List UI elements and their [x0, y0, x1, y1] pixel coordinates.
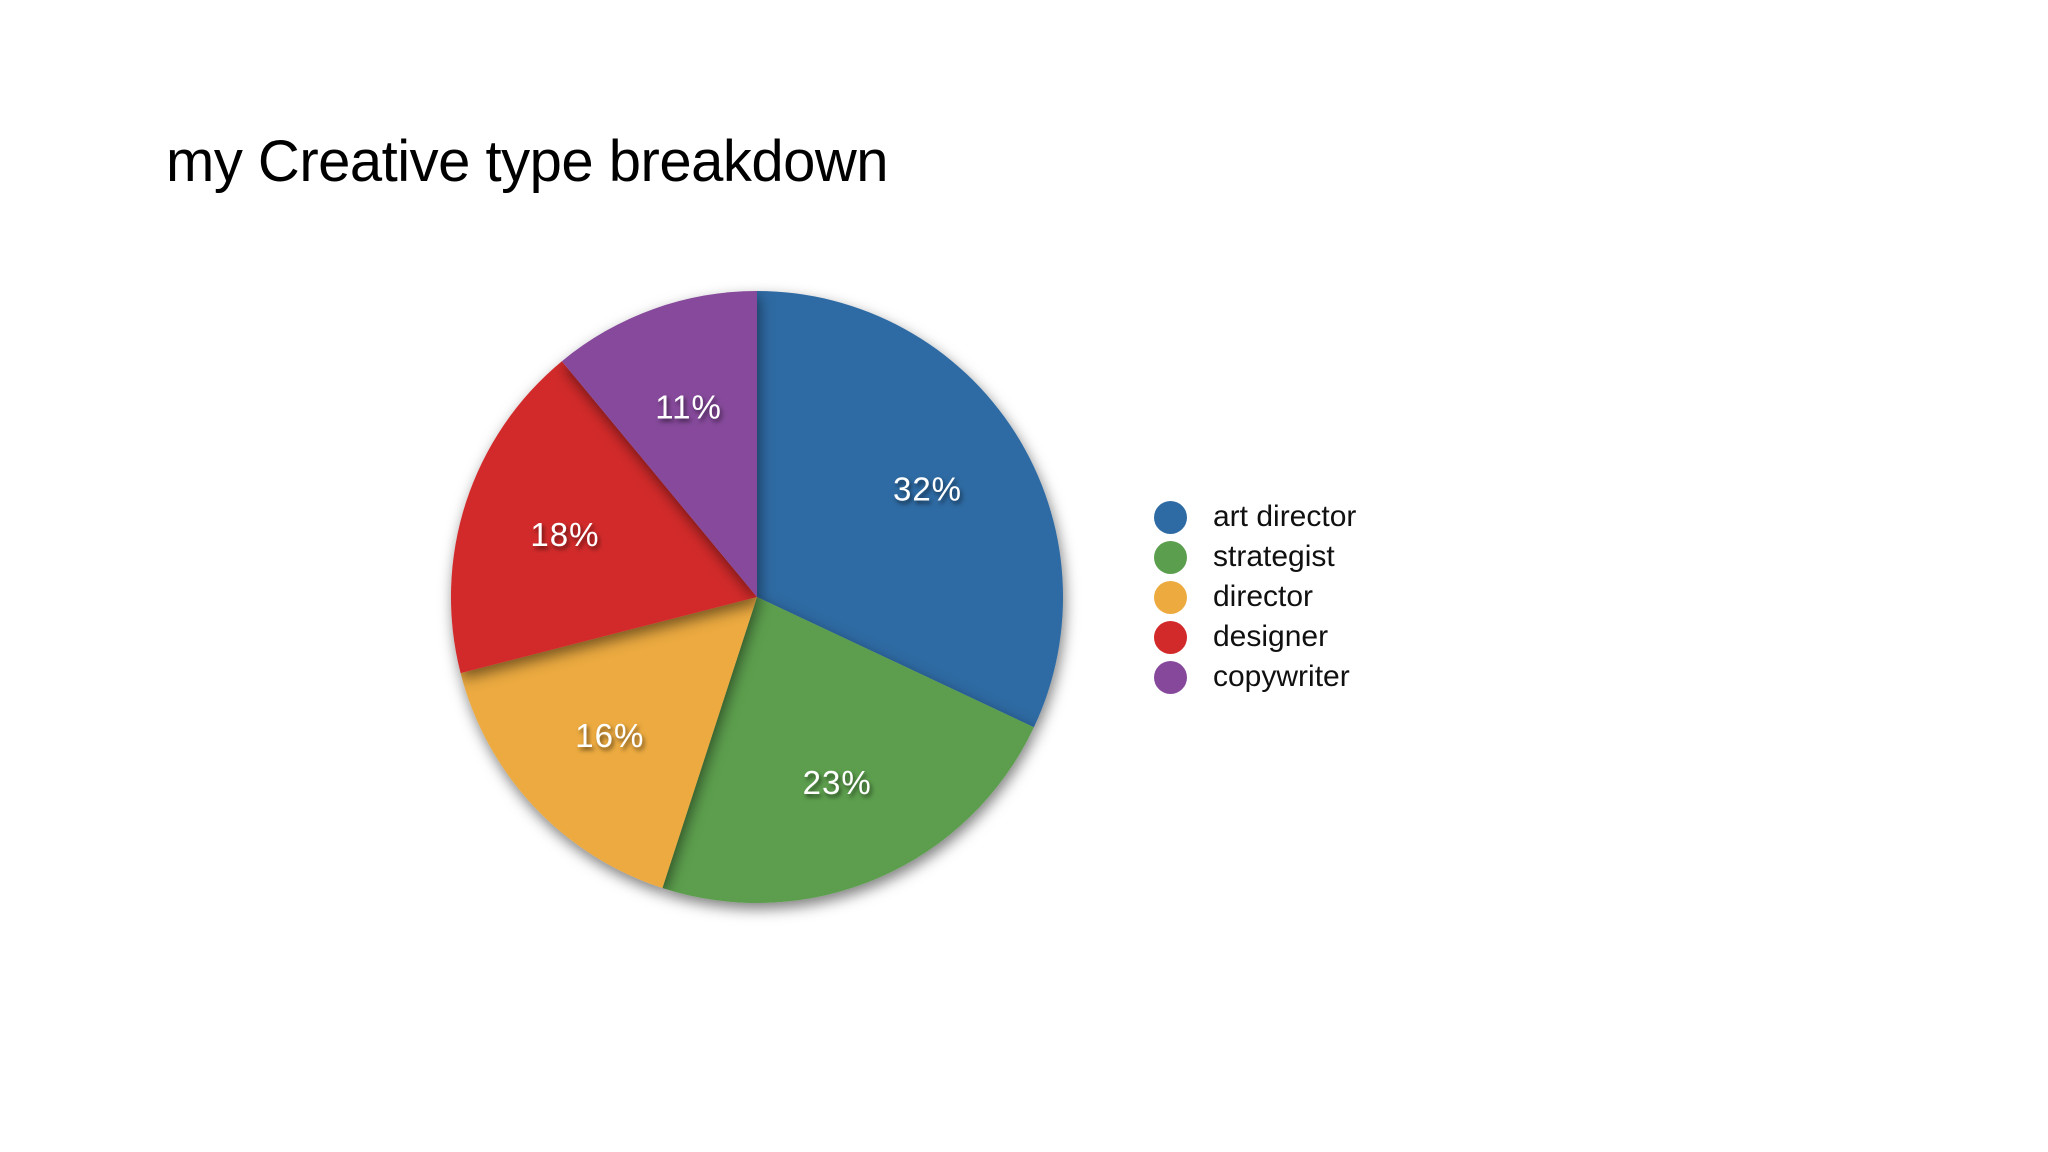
legend-item-strategist: strategist	[1154, 537, 1356, 577]
legend-swatch-icon	[1154, 620, 1187, 654]
pie-slice-designer[interactable]	[450, 361, 757, 674]
legend-item-art-director: art director	[1154, 497, 1356, 537]
legend-item-copywriter: copywriter	[1154, 657, 1356, 697]
pie-value-label-copywriter: 11%	[655, 389, 722, 426]
legend-item-designer: designer	[1154, 617, 1356, 657]
chart-legend: art director strategist director designer co…	[1154, 497, 1356, 697]
pie-value-label-strategist: 23%	[803, 764, 872, 801]
legend-swatch-icon	[1154, 580, 1187, 614]
pie-value-label-designer: 18%	[530, 516, 599, 553]
legend-label: designer	[1213, 620, 1329, 653]
legend-label: art director	[1213, 500, 1357, 533]
legend-label: strategist	[1213, 540, 1335, 573]
pie-slice-director[interactable]	[460, 597, 757, 888]
pie-slice-strategist[interactable]	[662, 597, 1034, 903]
pie-value-label-art-director: 32%	[893, 470, 962, 507]
pie-slice-art-director[interactable]	[757, 290, 1064, 728]
legend-swatch-icon	[1154, 500, 1187, 534]
pie-slice-copywriter[interactable]	[561, 291, 757, 597]
legend-swatch-icon	[1154, 540, 1187, 574]
legend-label: director	[1213, 580, 1314, 613]
legend-swatch-icon	[1154, 660, 1187, 694]
pie-value-label-director: 16%	[575, 717, 644, 754]
legend-item-director: director	[1154, 577, 1356, 617]
chart-title: my Creative type breakdown	[166, 129, 889, 194]
legend-label: copywriter	[1213, 660, 1350, 693]
